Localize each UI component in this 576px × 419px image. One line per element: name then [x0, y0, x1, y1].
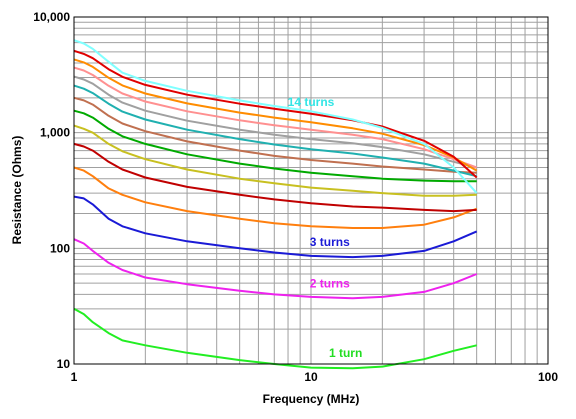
y-tick-label: 10	[57, 357, 71, 371]
x-tick-label: 1	[71, 370, 78, 384]
curve-annotation: 14 turns	[288, 95, 335, 109]
series-line-10	[73, 75, 477, 169]
series-line-13	[73, 49, 478, 179]
y-tick-label: 100	[50, 241, 70, 255]
y-tick-label: 1,000	[40, 126, 70, 140]
series-line-2	[73, 238, 478, 300]
series-line-11	[73, 66, 478, 169]
series-line-4	[73, 166, 478, 229]
curve-annotation: 3 turns	[310, 235, 350, 249]
x-tick-label: 100	[538, 370, 558, 384]
curve-annotation: 2 turns	[310, 276, 350, 290]
plot-border	[73, 16, 549, 365]
series-line-1	[73, 307, 477, 370]
series-line-12	[73, 58, 478, 172]
series-line-9	[73, 84, 477, 178]
curve-annotations: 14 turns 3 turns 2 turns 1 turn	[288, 95, 363, 360]
x-tick-labels: 1 10 100	[71, 370, 559, 384]
curve-annotation: 1 turn	[329, 346, 362, 360]
series-line-5	[73, 142, 477, 213]
grid-lines	[74, 17, 548, 364]
series-line-6	[73, 124, 477, 197]
x-axis-title: Frequency (MHz)	[263, 392, 360, 406]
series-lines	[73, 39, 478, 370]
series-line-14	[73, 39, 478, 194]
series-line-3	[73, 195, 478, 259]
y-tick-labels: 10 100 1,000 10,000	[33, 10, 70, 371]
series-line-7	[73, 109, 477, 183]
y-tick-label: 10,000	[33, 10, 70, 24]
y-axis-title: Resistance (Ohms)	[10, 136, 24, 245]
x-tick-label: 10	[304, 370, 318, 384]
series-line-8	[73, 96, 477, 174]
